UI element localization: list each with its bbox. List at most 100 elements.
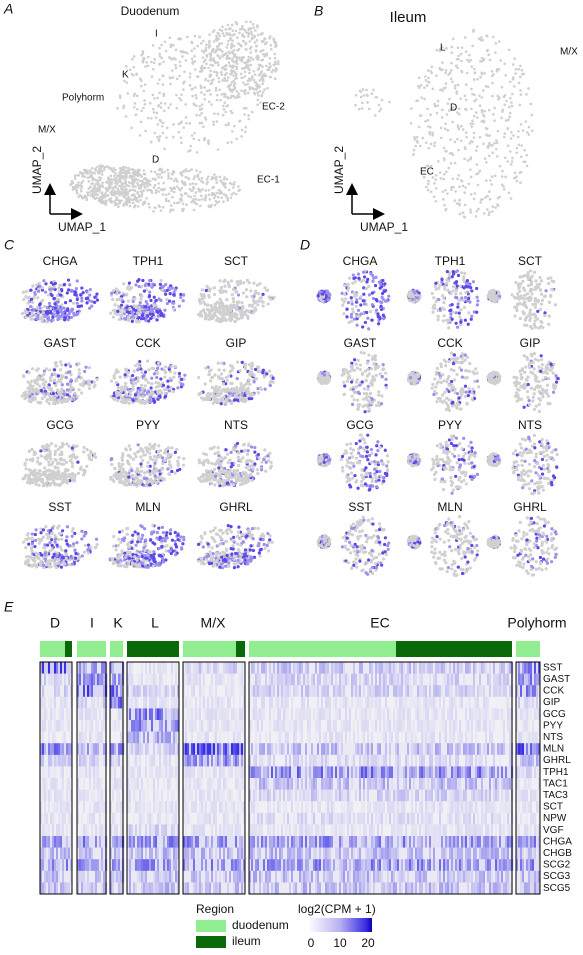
cell-point (153, 183, 157, 187)
cell-point (56, 374, 61, 378)
cell-point (466, 159, 470, 162)
cell-point (198, 170, 202, 174)
cell-point (138, 310, 142, 315)
cell-point (218, 279, 222, 283)
cell-point (59, 360, 63, 364)
cell-point (192, 198, 195, 201)
cell-point (81, 473, 86, 477)
cell-point (116, 543, 121, 547)
cell-point (527, 87, 530, 90)
cell-point (86, 551, 90, 555)
cell-point (123, 551, 127, 555)
cell-point (43, 314, 47, 318)
cell-point (197, 138, 201, 142)
cell-point (494, 51, 497, 54)
cell-point (213, 474, 218, 478)
cell-point (164, 199, 168, 203)
cell-point (118, 96, 122, 99)
cell-point (77, 195, 80, 199)
cell-point (125, 203, 129, 207)
cell-point (365, 88, 368, 92)
cell-point (168, 376, 172, 380)
cell-point (48, 379, 53, 383)
cell-point (478, 104, 482, 108)
cell-point (492, 35, 495, 39)
cell-point (38, 302, 42, 306)
cell-point (426, 182, 430, 186)
cell-point (473, 192, 477, 195)
cell-point (253, 73, 257, 76)
cell-point (59, 293, 63, 297)
cell-point (165, 126, 169, 130)
cell-point (93, 300, 97, 304)
cell-point (220, 191, 224, 195)
cell-point (254, 377, 258, 381)
cell-point (94, 537, 99, 541)
cell-point (77, 371, 82, 375)
cell-point (130, 319, 134, 323)
cell-point (146, 64, 150, 68)
cell-point (160, 43, 163, 47)
cell-point (222, 182, 226, 185)
cell-point (461, 184, 465, 188)
cell-point (131, 457, 135, 461)
cell-point (248, 474, 253, 478)
cell-point (25, 562, 29, 566)
cell-point (176, 538, 180, 542)
cell-point (226, 452, 230, 456)
cell-point (529, 102, 533, 106)
cell-point (36, 378, 40, 382)
cell-point (200, 294, 204, 298)
cell-point (222, 280, 226, 284)
cell-point (70, 465, 74, 469)
cell-point (433, 104, 437, 108)
cell-point (191, 182, 195, 185)
cell-point (197, 392, 201, 397)
cell-point (460, 70, 464, 74)
cell-point (45, 480, 49, 484)
cell-point (127, 195, 130, 199)
cell-point (122, 558, 127, 562)
cell-point (71, 301, 76, 305)
cell-point (108, 179, 111, 182)
cell-point (444, 122, 447, 126)
cell-point (517, 81, 521, 85)
cell-point (429, 113, 432, 117)
cell-point (515, 175, 518, 178)
cell-point (274, 62, 277, 66)
cell-point (213, 173, 216, 176)
cell-point (120, 549, 124, 553)
cell-point (444, 188, 447, 192)
cell-point (34, 538, 38, 542)
cell-point (209, 93, 212, 96)
cell-point (213, 112, 216, 115)
cell-point (420, 96, 423, 99)
cell-point (108, 198, 111, 201)
cell-point (156, 135, 159, 139)
cell-point (233, 87, 236, 91)
cell-point (43, 553, 47, 557)
cell-point (185, 51, 189, 55)
cell-point (235, 137, 238, 141)
cell-point (264, 469, 268, 473)
cell-point (178, 201, 181, 204)
cell-point (71, 562, 75, 566)
cell-point (176, 462, 180, 466)
cell-point (161, 383, 166, 387)
cell-point (109, 167, 113, 171)
cell-point (70, 309, 74, 313)
cell-point (226, 141, 230, 145)
cell-point (166, 385, 170, 389)
cell-point (215, 181, 218, 184)
cell-point (111, 189, 114, 192)
cell-point (442, 177, 446, 181)
cell-point (91, 182, 94, 185)
cell-point (187, 177, 191, 181)
cell-point (101, 181, 104, 185)
cell-point (114, 287, 118, 291)
cell-point (156, 123, 160, 126)
cell-point (205, 177, 209, 181)
cell-point (167, 106, 170, 109)
cell-point (158, 205, 162, 209)
cell-point (29, 471, 33, 475)
